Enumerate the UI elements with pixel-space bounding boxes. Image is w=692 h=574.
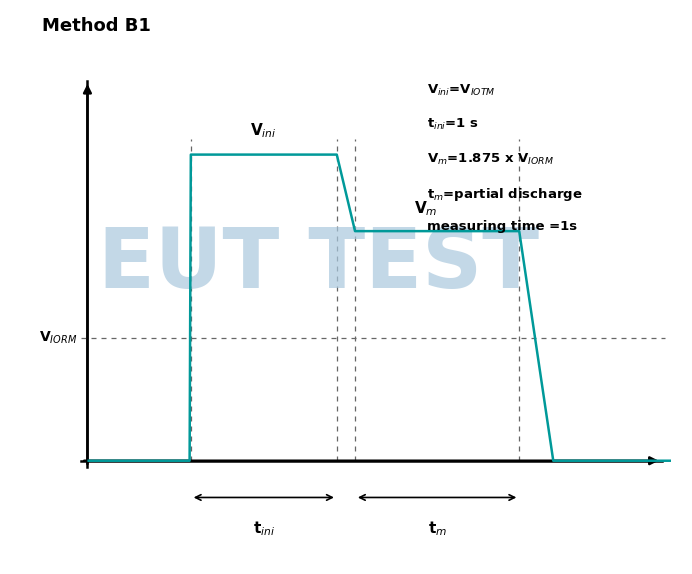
Text: V$_m$: V$_m$ bbox=[414, 200, 437, 218]
Text: V$_{ini}$=V$_{IOTM}$: V$_{ini}$=V$_{IOTM}$ bbox=[428, 83, 496, 98]
Text: EUT TEST: EUT TEST bbox=[98, 224, 539, 305]
Text: Method B1: Method B1 bbox=[42, 17, 150, 35]
Text: t$_{ini}$=1 s: t$_{ini}$=1 s bbox=[428, 117, 480, 132]
Text: t$_{ini}$: t$_{ini}$ bbox=[253, 519, 275, 538]
Text: V$_m$=1.875 x V$_{IORM}$: V$_m$=1.875 x V$_{IORM}$ bbox=[428, 152, 554, 166]
Text: t$_m$: t$_m$ bbox=[428, 519, 446, 538]
Text: V$_{ini}$: V$_{ini}$ bbox=[251, 121, 277, 140]
Text: t$_m$=partial discharge: t$_m$=partial discharge bbox=[428, 186, 583, 203]
Text: measuring time =1s: measuring time =1s bbox=[428, 220, 578, 234]
Text: V$_{IORM}$: V$_{IORM}$ bbox=[39, 330, 78, 347]
